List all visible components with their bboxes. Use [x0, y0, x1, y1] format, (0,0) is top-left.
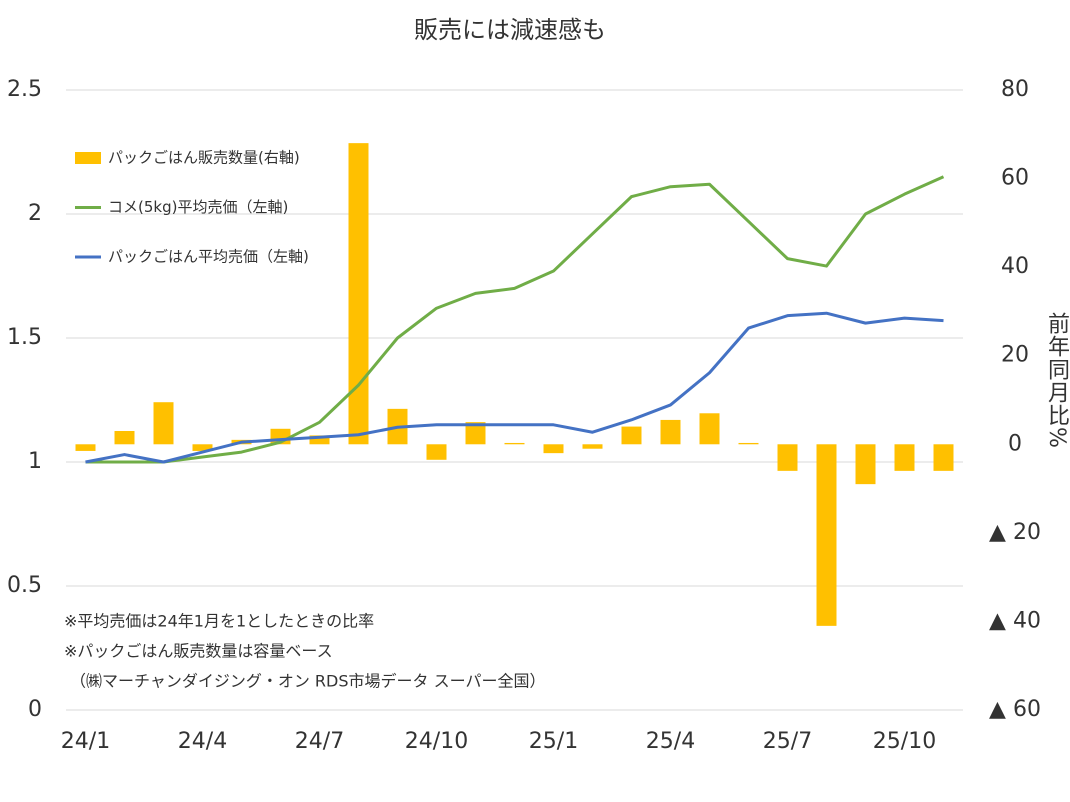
y2-tick-label: ▲ 40 — [989, 608, 1041, 633]
x-tick-label: 24/1 — [61, 729, 110, 754]
bar — [660, 419, 681, 445]
line-series — [85, 311, 944, 464]
bar — [894, 444, 915, 471]
line-series — [85, 175, 945, 464]
x-tick-label: 24/4 — [178, 729, 227, 754]
bar — [75, 444, 96, 451]
bar — [855, 444, 876, 485]
y2-tick-label: ▲ 20 — [989, 520, 1041, 545]
bar — [621, 426, 642, 445]
y2-tick-label: 80 — [1001, 77, 1029, 102]
annotation: ※パックごはん販売数量は容量ベース — [64, 642, 333, 661]
y-tick-label: 1 — [28, 449, 42, 474]
y-tick-label: 0 — [28, 697, 42, 722]
legend-label: コメ(5kg)平均売価（左軸) — [108, 198, 288, 216]
y2-tick-label: 0 — [1008, 431, 1022, 456]
bar — [699, 413, 720, 445]
bar — [153, 402, 174, 445]
y2-tick-label: 60 — [1001, 166, 1029, 191]
x-tick-label: 24/10 — [405, 729, 468, 754]
bar — [582, 444, 603, 449]
annotation: ※平均売価は24年1月を1としたときの比率 — [64, 612, 374, 631]
bar — [738, 442, 759, 445]
bar — [192, 444, 213, 451]
y2-axis-label: 前年同月比% — [1044, 312, 1069, 449]
bar — [933, 444, 954, 471]
x-tick-label: 25/7 — [763, 729, 812, 754]
bar — [348, 143, 369, 445]
legend-label: パックごはん平均売価（左軸) — [108, 248, 309, 266]
y-tick-label: 0.5 — [7, 573, 42, 598]
x-tick-label: 24/7 — [295, 729, 344, 754]
bar — [777, 444, 798, 471]
x-tick-label: 25/10 — [873, 729, 936, 754]
bar — [816, 444, 837, 626]
bar — [426, 444, 447, 460]
y2-tick-label: ▲ 60 — [989, 697, 1041, 722]
annotation: （㈱マーチャンダイジング・オン RDS市場データ スーパー全国） — [70, 672, 545, 691]
legend-label: パックごはん販売数量(右軸) — [108, 149, 300, 167]
x-tick-label: 25/1 — [529, 729, 578, 754]
y-tick-label: 2.5 — [7, 77, 42, 102]
y-tick-label: 1.5 — [7, 325, 42, 350]
bar — [504, 442, 525, 445]
y2-tick-label: 20 — [1001, 343, 1029, 368]
x-tick-label: 25/4 — [646, 729, 695, 754]
y2-tick-label: 40 — [1001, 254, 1029, 279]
y-tick-label: 2 — [28, 201, 42, 226]
bar — [465, 422, 486, 445]
bar — [543, 444, 564, 454]
legend-swatch — [75, 152, 101, 164]
chart-title: 販売には減速感も — [414, 16, 606, 44]
bar — [309, 435, 330, 445]
bar — [114, 431, 135, 445]
